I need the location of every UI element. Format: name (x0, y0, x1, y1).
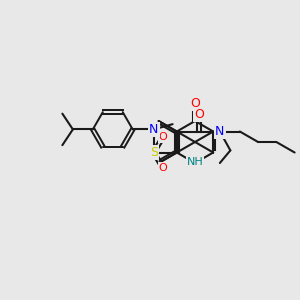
Text: N: N (215, 125, 225, 138)
Text: O: O (159, 132, 167, 142)
Text: S: S (150, 146, 158, 159)
Text: O: O (190, 97, 200, 110)
Text: NH: NH (187, 157, 203, 167)
Text: N: N (149, 123, 158, 136)
Text: O: O (194, 108, 204, 121)
Text: O: O (159, 163, 167, 173)
